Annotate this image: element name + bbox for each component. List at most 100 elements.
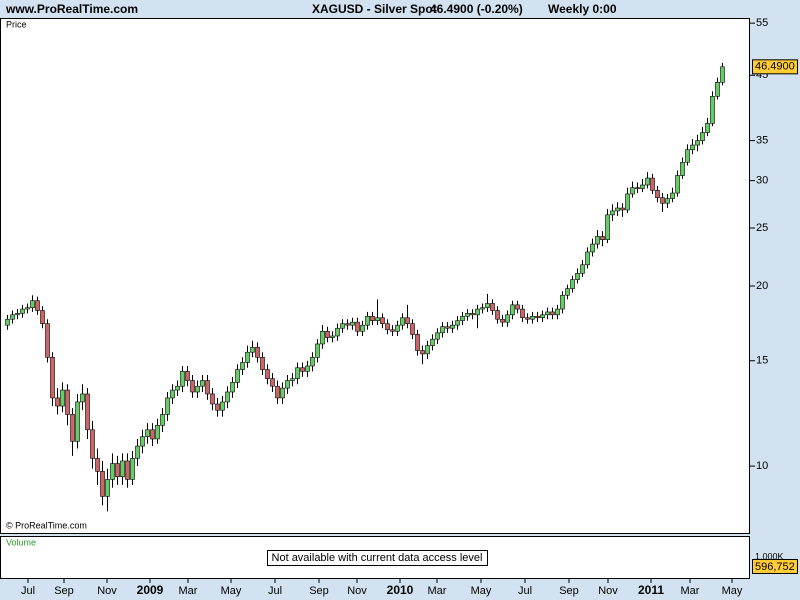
- candle-body: [220, 401, 225, 411]
- candle-body: [235, 369, 240, 383]
- candle-body: [135, 445, 140, 459]
- candle-body: [120, 460, 125, 478]
- volume-message: Not available with current data access l…: [272, 552, 483, 564]
- candle-body: [340, 323, 345, 329]
- candle-body: [535, 315, 540, 319]
- candle-body: [60, 389, 65, 407]
- x-tick-label: Sep: [54, 585, 74, 597]
- panel-label: Price: [6, 19, 27, 29]
- candle-body: [490, 303, 495, 311]
- candle-body: [265, 369, 270, 379]
- candle-body: [380, 317, 385, 324]
- candle-body: [140, 436, 145, 447]
- candle-body: [720, 66, 725, 83]
- candle-body: [50, 357, 55, 399]
- candle-body: [545, 311, 550, 316]
- candle-body: [245, 351, 250, 363]
- candle-body: [335, 327, 340, 337]
- candle-body: [130, 458, 135, 480]
- candle-body: [35, 300, 40, 311]
- site-link[interactable]: www.ProRealTime.com: [5, 2, 138, 16]
- candle-body: [645, 177, 650, 186]
- candle-body: [520, 308, 525, 319]
- candle-body: [70, 414, 75, 442]
- candle-body: [10, 314, 15, 320]
- x-tick-label: 2010: [387, 583, 414, 597]
- candle-body: [715, 82, 720, 97]
- candle-body: [605, 214, 610, 241]
- x-tick-label: Sep: [559, 585, 579, 597]
- candle-body: [195, 385, 200, 393]
- candle-body: [95, 458, 100, 472]
- candle-body: [445, 326, 450, 329]
- candle-body: [585, 251, 590, 266]
- candle-body: [250, 346, 255, 353]
- candle-body: [375, 317, 380, 321]
- candle-body: [355, 321, 360, 332]
- y-tick-label: 20: [756, 280, 768, 292]
- candle-body: [565, 288, 570, 296]
- volume-last-box: [752, 559, 798, 574]
- candle-body: [210, 393, 215, 405]
- candle-body: [115, 463, 120, 478]
- candle-body: [595, 236, 600, 245]
- candle-body: [450, 324, 455, 329]
- candle-body: [540, 314, 545, 319]
- candle-body: [15, 313, 20, 316]
- candle-body: [505, 314, 510, 323]
- candle-body: [160, 414, 165, 426]
- price-panel: [0, 18, 750, 534]
- x-tick-label: 2009: [137, 583, 164, 597]
- candle-body: [560, 294, 565, 310]
- candle-body: [710, 96, 715, 124]
- candle-body: [530, 315, 535, 320]
- candle-body: [310, 357, 315, 367]
- candle-body: [360, 324, 365, 332]
- candle-body: [100, 471, 105, 497]
- candle-body: [30, 300, 35, 308]
- candle-body: [165, 397, 170, 415]
- candle-body: [255, 346, 260, 358]
- candle-body: [665, 198, 670, 204]
- candle-body: [325, 330, 330, 338]
- candle-body: [55, 397, 60, 407]
- candle-body: [190, 380, 195, 393]
- candle-body: [395, 324, 400, 332]
- candle-body: [225, 391, 230, 403]
- x-tick-label: Sep: [309, 585, 329, 597]
- candle-body: [295, 367, 300, 379]
- candle-body: [260, 357, 265, 370]
- candle-body: [45, 323, 50, 358]
- candle-body: [480, 307, 485, 310]
- x-tick-label: Mar: [179, 585, 198, 597]
- candle-body: [300, 367, 305, 372]
- candle-body: [110, 463, 115, 480]
- candle-body: [150, 429, 155, 440]
- candle-body: [415, 334, 420, 351]
- candle-body: [600, 236, 605, 241]
- y-tick-label: 30: [756, 175, 768, 187]
- candle-body: [315, 343, 320, 358]
- candle-body: [105, 479, 110, 497]
- candle-body: [285, 380, 290, 389]
- x-tick-label: Nov: [97, 585, 117, 597]
- candle-body: [635, 187, 640, 189]
- volume-last-label: 596,752: [755, 561, 795, 573]
- candle-body: [390, 329, 395, 332]
- y-tick-label: 25: [756, 222, 768, 234]
- candle-body: [475, 308, 480, 316]
- candle-body: [440, 326, 445, 334]
- x-tick-label: Nov: [347, 585, 367, 597]
- candle-body: [705, 123, 710, 133]
- candle-body: [365, 315, 370, 326]
- volume-label: Volume: [6, 537, 36, 547]
- candle-body: [510, 304, 515, 316]
- candle-body: [90, 429, 95, 459]
- x-tick-label: Nov: [598, 585, 618, 597]
- candle-body: [685, 149, 690, 163]
- candle-body: [75, 401, 80, 442]
- candle-body: [660, 197, 665, 204]
- candle-body: [80, 393, 85, 403]
- quote: 46.4900 (-0.20%): [430, 2, 523, 16]
